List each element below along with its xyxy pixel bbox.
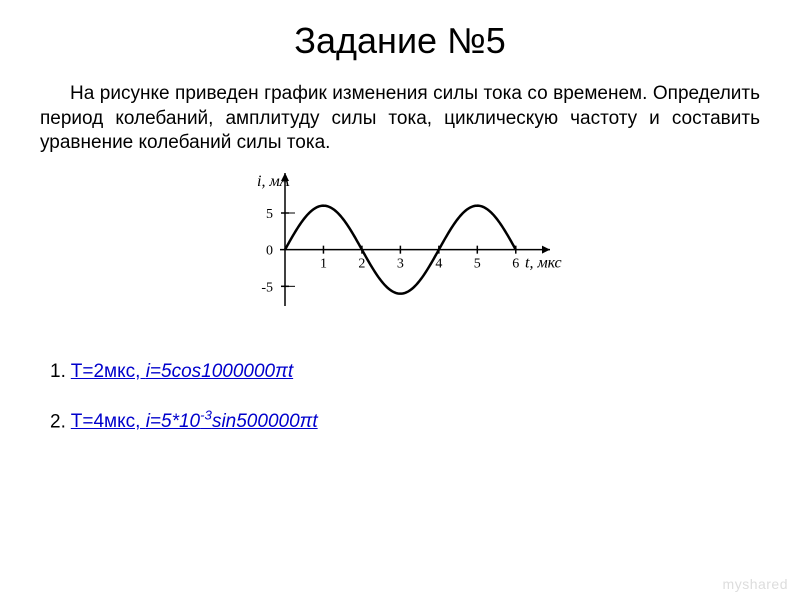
answer-number-2: 2. (50, 411, 71, 432)
answer-2-equation-b: sin500000πt (212, 411, 318, 432)
answer-number-1: 1. (50, 361, 71, 382)
svg-text:6: 6 (512, 257, 519, 272)
svg-text:5: 5 (266, 207, 273, 222)
sine-wave-graph: -5 0 5 1 2 3 4 5 6 i, мА t, мкс (230, 166, 570, 336)
answer-1-period: T=2мкс, (71, 361, 146, 382)
answers-block: 1. T=2мкс, i=5cos1000000πt 2. T=4мкс, i=… (50, 361, 760, 433)
svg-text:5: 5 (474, 257, 481, 272)
problem-statement: На рисунке приведен график изменения сил… (40, 82, 760, 156)
answer-link-2[interactable]: T=4мкс, i=5*10-3sin500000πt (71, 411, 318, 432)
svg-text:1: 1 (320, 257, 327, 272)
svg-text:4: 4 (435, 257, 442, 272)
svg-text:0: 0 (266, 244, 273, 259)
svg-text:3: 3 (397, 257, 404, 272)
answer-2-exponent: -3 (200, 408, 212, 423)
svg-text:t, мкс: t, мкс (525, 255, 562, 272)
watermark-text: myshared (723, 576, 788, 592)
answer-2-period: T=4мкс, (71, 411, 146, 432)
page-title: Задание №5 (40, 20, 760, 62)
answer-link-1[interactable]: T=2мкс, i=5cos1000000πt (71, 361, 293, 382)
answer-2-equation-a: i=5*10 (146, 411, 200, 432)
svg-text:2: 2 (358, 257, 365, 272)
graph-container: -5 0 5 1 2 3 4 5 6 i, мА t, мкс (40, 166, 760, 336)
svg-text:i, мА: i, мА (257, 173, 290, 190)
answer-option-2: 2. T=4мкс, i=5*10-3sin500000πt (50, 408, 760, 433)
answer-option-1: 1. T=2мкс, i=5cos1000000πt (50, 361, 760, 383)
answer-1-equation: i=5cos1000000πt (146, 361, 293, 382)
svg-text:-5: -5 (261, 280, 273, 295)
